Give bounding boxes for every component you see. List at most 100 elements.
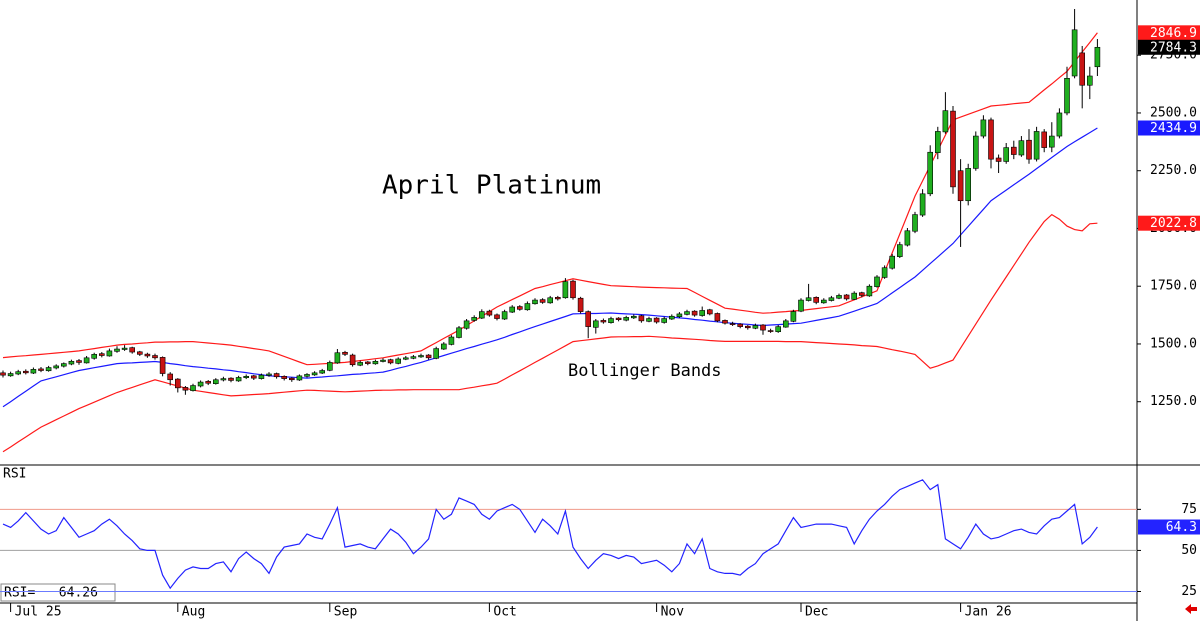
candle-body (896, 244, 903, 257)
candle-body (676, 313, 683, 317)
candle-body (334, 352, 341, 364)
y-tick-label: 1750.0 (1150, 279, 1197, 294)
candle-body (76, 360, 82, 363)
value-tag (1138, 120, 1200, 136)
candle-body (836, 295, 842, 299)
candle-body (1026, 139, 1032, 160)
candle-body (152, 355, 158, 359)
y-tick-label: 2500.0 (1150, 105, 1197, 120)
candle-body (653, 317, 660, 323)
annotation: Bollinger Bands (568, 361, 722, 381)
candle-body (433, 348, 440, 359)
value-tag-label: 2784.3 (1150, 40, 1197, 55)
value-tag (1138, 39, 1200, 55)
candle-body (706, 309, 713, 315)
candle-body (539, 299, 546, 303)
x-tick-label: Jul 25 (15, 605, 62, 620)
candle-body (600, 320, 607, 323)
candle-body (554, 296, 561, 300)
candle-body (950, 110, 956, 188)
candle-body (1064, 78, 1070, 114)
candle-body (881, 267, 888, 278)
candle-body (190, 385, 196, 391)
candle-body (144, 353, 151, 357)
candle-body (471, 317, 478, 321)
band-line (2, 127, 1098, 408)
candle-body (478, 311, 485, 319)
candle-body (630, 315, 637, 319)
candle-body (486, 310, 493, 316)
candle-body (167, 373, 173, 381)
x-tick-label: Nov (661, 605, 685, 620)
y-tick-label: 1250.0 (1150, 394, 1197, 409)
candle-body (866, 285, 873, 297)
candle-body (775, 326, 782, 333)
candle-body (927, 151, 934, 195)
candle-body (197, 381, 204, 387)
candle-body (494, 314, 500, 319)
candle-body (501, 311, 508, 320)
candle-body (988, 119, 994, 160)
candle-body (790, 311, 797, 322)
candle-body (615, 317, 622, 321)
candle-body (38, 368, 44, 371)
candle-body (83, 357, 90, 364)
value-tag-label: 2022.8 (1150, 216, 1197, 231)
candle-body (912, 214, 918, 232)
candle-body (1003, 147, 1010, 162)
candle-body (843, 294, 850, 300)
candle-body (1071, 29, 1078, 77)
candle-body (15, 371, 21, 375)
candle-body (311, 372, 318, 376)
candle-body (114, 348, 120, 352)
candle-body (942, 110, 949, 133)
candle-body (266, 373, 272, 376)
value-tag-label: 2846.9 (1150, 26, 1197, 41)
candle-body (623, 317, 630, 321)
candle-body (456, 327, 462, 338)
value-tag (1138, 25, 1200, 41)
scroll-arrow[interactable] (1185, 604, 1197, 614)
candle-body (729, 323, 736, 325)
candle-body (380, 359, 386, 362)
value-tag-label: 2434.9 (1150, 121, 1197, 136)
candle-body (53, 365, 60, 369)
candle-body (68, 360, 75, 365)
candle-body (22, 370, 29, 374)
candle-body (661, 318, 668, 323)
x-tick-label: Sep (334, 605, 358, 620)
candle-body (296, 375, 303, 381)
candle-body (235, 377, 242, 382)
candle-body (448, 336, 455, 345)
y-tick-label: 75 (1181, 502, 1197, 517)
candle-body (1079, 52, 1085, 86)
candle-body (91, 354, 97, 359)
candle-body (646, 318, 652, 322)
candle-body (919, 193, 926, 216)
candle-body (281, 375, 288, 379)
x-tick-label: Dec (805, 605, 828, 620)
value-tag (1138, 215, 1200, 231)
candle-body (326, 362, 333, 371)
y-tick-label: 2250.0 (1150, 163, 1197, 178)
x-tick-label: Jan 26 (965, 605, 1012, 620)
y-tick-label: 1500.0 (1150, 336, 1197, 351)
candle-body (904, 230, 911, 246)
candle-body (684, 311, 690, 315)
candle-body (395, 358, 402, 364)
candle-body (30, 369, 37, 374)
candle-body (524, 303, 531, 311)
candle-body (562, 281, 569, 299)
candle-body (668, 315, 675, 320)
value-tag (1138, 519, 1200, 535)
candle-body (440, 343, 447, 350)
candle-body (820, 299, 827, 304)
candle-body (205, 381, 211, 384)
candle-body (972, 135, 979, 169)
candle-body (121, 347, 128, 350)
candle-body (251, 375, 257, 379)
candle-body (714, 313, 721, 322)
candle-body (889, 255, 896, 269)
candle-body (995, 157, 1002, 162)
